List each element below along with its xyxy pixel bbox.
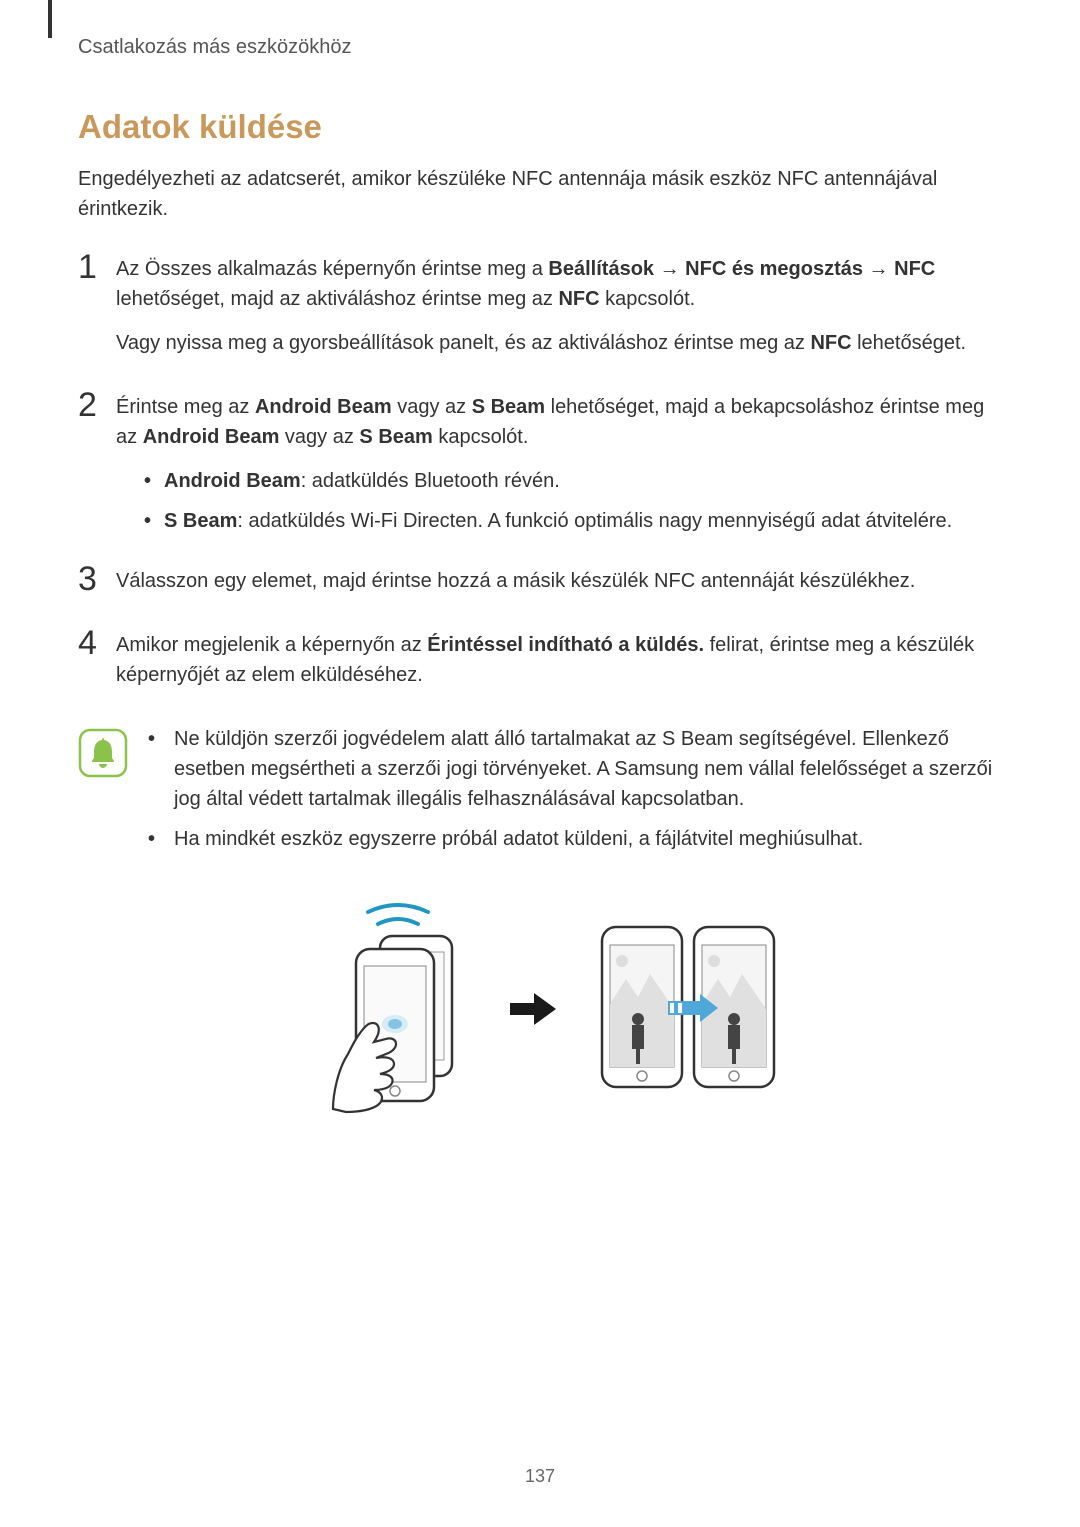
text: lehetőséget, majd az aktiváláshoz érints… <box>116 288 558 310</box>
bold-text: S Beam <box>164 510 237 532</box>
step-number: 2 <box>78 388 116 422</box>
page-corner-mark <box>48 0 52 38</box>
step-body: Válasszon egy elemet, majd érintse hozzá… <box>116 566 1008 610</box>
section-title: Adatok küldése <box>78 108 1008 146</box>
bold-text: S Beam <box>472 396 545 418</box>
bell-icon <box>78 728 128 778</box>
nfc-diagram <box>78 894 1008 1124</box>
text: kapcsolót. <box>433 426 529 448</box>
breadcrumb: Csatlakozás más eszközökhöz <box>78 36 351 59</box>
bold-text: Android Beam <box>164 470 301 492</box>
bullet-item: Android Beam: adatküldés Bluetooth révén… <box>144 466 1008 496</box>
step-number: 3 <box>78 562 116 596</box>
phone-touch-illustration <box>298 894 478 1124</box>
text: Érintse meg az <box>116 396 255 418</box>
step-2-para: Érintse meg az Android Beam vagy az S Be… <box>116 392 1008 452</box>
step-3: 3 Válasszon egy elemet, majd érintse hoz… <box>78 566 1008 610</box>
note-bullets: Ne küldjön szerzői jogvédelem alatt álló… <box>148 724 1008 864</box>
phone-transfer-illustration <box>588 909 788 1109</box>
bold-text: Érintéssel indítható a küldés. <box>427 634 704 656</box>
text: : adatküldés Bluetooth révén. <box>301 470 560 492</box>
step-1-para1: Az Összes alkalmazás képernyőn érintse m… <box>116 254 1008 314</box>
text: Az Összes alkalmazás képernyőn érintse m… <box>116 258 548 280</box>
bold-text: NFC és megosztás <box>685 258 863 280</box>
page-number: 137 <box>525 1466 555 1487</box>
text: lehetőséget. <box>852 332 967 354</box>
main-content: Adatok küldése Engedélyezheti az adatcse… <box>78 108 1008 1124</box>
step-2-bullets: Android Beam: adatküldés Bluetooth révén… <box>144 466 1008 536</box>
text: Amikor megjelenik a képernyőn az <box>116 634 427 656</box>
step-3-text: Válasszon egy elemet, majd érintse hozzá… <box>116 566 1008 596</box>
step-4-text: Amikor megjelenik a képernyőn az Érintés… <box>116 630 1008 690</box>
bold-text: Beállítások <box>548 258 654 280</box>
text: vagy az <box>279 426 359 448</box>
bold-text: Android Beam <box>143 426 280 448</box>
text: kapcsolót. <box>600 288 696 310</box>
text: : adatküldés Wi-Fi Directen. A funkció o… <box>237 510 952 532</box>
arrow: → <box>654 258 685 280</box>
step-1-para2: Vagy nyissa meg a gyorsbeállítások panel… <box>116 328 1008 358</box>
bold-text: NFC <box>558 288 599 310</box>
arrow: → <box>863 258 894 280</box>
text: vagy az <box>392 396 472 418</box>
bold-text: Android Beam <box>255 396 392 418</box>
bold-text: NFC <box>810 332 851 354</box>
step-number: 4 <box>78 626 116 660</box>
intro-text: Engedélyezheti az adatcserét, amikor kés… <box>78 164 1008 224</box>
bold-text: NFC <box>894 258 935 280</box>
note-section: Ne küldjön szerzői jogvédelem alatt álló… <box>78 724 1008 864</box>
bold-text: S Beam <box>359 426 432 448</box>
step-body: Amikor megjelenik a képernyőn az Érintés… <box>116 630 1008 704</box>
text: Vagy nyissa meg a gyorsbeállítások panel… <box>116 332 810 354</box>
note-item: Ha mindkét eszköz egyszerre próbál adato… <box>148 824 1008 854</box>
arrow-right-icon <box>508 989 558 1029</box>
note-item: Ne küldjön szerzői jogvédelem alatt álló… <box>148 724 1008 814</box>
step-body: Az Összes alkalmazás képernyőn érintse m… <box>116 254 1008 372</box>
bullet-item: S Beam: adatküldés Wi-Fi Directen. A fun… <box>144 506 1008 536</box>
step-1: 1 Az Összes alkalmazás képernyőn érintse… <box>78 254 1008 372</box>
step-body: Érintse meg az Android Beam vagy az S Be… <box>116 392 1008 546</box>
step-number: 1 <box>78 250 116 284</box>
step-2: 2 Érintse meg az Android Beam vagy az S … <box>78 392 1008 546</box>
step-4: 4 Amikor megjelenik a képernyőn az Érint… <box>78 630 1008 704</box>
